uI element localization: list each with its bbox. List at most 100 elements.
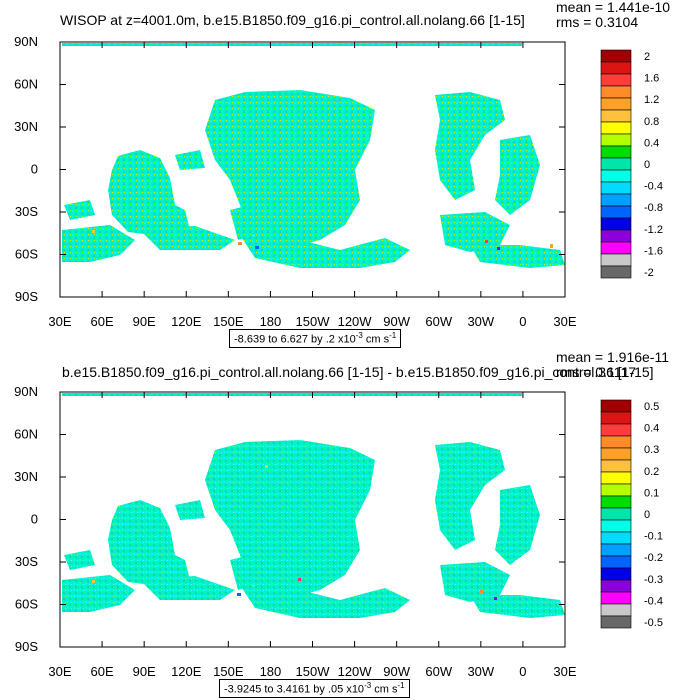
panel-2-xtick-label: 90E (133, 664, 156, 679)
panel-2-colorbar-swatch (600, 531, 632, 545)
panel-1-colorbar-swatch (600, 109, 632, 123)
panel-1-colorbar-swatch (600, 253, 632, 267)
panel-2-rms: rms = 0.1117 (556, 364, 637, 380)
panel-1-ytick-label: 90N (14, 34, 38, 49)
panel-1-xtick-label: 60W (425, 314, 452, 329)
panel-1-colorbar-swatch (600, 97, 632, 111)
panel-2-xtick-label: 30E (48, 664, 71, 679)
panel-2-xtick-label: 120E (171, 664, 202, 679)
panel-1-colorbar-label: -1.2 (644, 224, 663, 236)
panel-2-field (62, 393, 565, 618)
panel-1-colorbar-label: 0.8 (644, 116, 659, 128)
panel-1-ytick-label: 0 (31, 162, 38, 177)
panel-2-xtick-label: 150W (296, 664, 331, 679)
panel-2-colorbar-swatch (600, 567, 632, 581)
panel-2-colorbar-swatch (600, 495, 632, 509)
panel-1-ytick-label: 30N (14, 119, 38, 134)
panel-2-xtick-label: 0 (519, 664, 526, 679)
panel-2-mean: mean = 1.916e-11 (556, 349, 669, 365)
panel-2-colorbar-swatch (600, 555, 632, 569)
panel-1-mean: mean = 1.441e-10 (556, 0, 671, 15)
panel-2-range-units: cm s (371, 683, 398, 696)
panel-1-range-text: -8.639 to 6.627 by .2 x10 (234, 333, 356, 346)
panel-1-rms: rms = 0.3104 (556, 14, 639, 30)
panel-1-range-exponent: -3 (355, 331, 363, 340)
panel-1-map: 30E 60E 90E 120E 150E 180 150W 120W 90W 60W 30W 0 30… (14, 34, 663, 329)
panel-2-colorbar-swatch (600, 483, 632, 497)
panel-2-xtick-label: 60E (91, 664, 114, 679)
panel-2-colorbar-label: -0.1 (644, 531, 663, 543)
panel-2-colorbar-swatch (600, 399, 632, 413)
panel-2-ytick-label: 60N (14, 427, 38, 442)
panel-1-colorbar-swatch (600, 193, 632, 207)
panel-1-xtick-label: 90W (383, 314, 410, 329)
panel-1-colorbar-swatch (600, 61, 632, 75)
panel-1-ytick-label: 60N (14, 77, 38, 92)
panel-2-colorbar-swatch (600, 435, 632, 449)
panel-1-colorbar-label: 1.2 (644, 94, 659, 106)
panel-1-xtick-label: 120E (171, 314, 202, 329)
panel-1-xtick-label: 150E (213, 314, 244, 329)
panel-1-xtick-label: 30W (467, 314, 494, 329)
panel-2-colorbar-label: -0.2 (644, 552, 663, 564)
panel-2-range-box: -3.9245 to 3.4161 by .05 x10-3 cm s-1 (219, 679, 410, 698)
panel-2-ytick-label: 0 (31, 512, 38, 527)
panel-2-colorbar-label: 0.2 (644, 466, 659, 478)
panel-1-range-units: cm s (362, 333, 390, 346)
panel-1-xtick-label: 60E (91, 314, 114, 329)
panel-1-ytick-label: 60S (15, 247, 38, 262)
panel-1-colorbar-swatch (600, 145, 632, 159)
panel-1-colorbar-swatch (600, 49, 632, 63)
panel-2-xtick-label: 180 (260, 664, 282, 679)
panel-2-colorbar-swatch (600, 471, 632, 485)
panel-2-colorbar-swatch (600, 615, 632, 629)
panel-2-xtick-label: 90W (383, 664, 410, 679)
panel-2-xtick-label: 150E (213, 664, 244, 679)
panel-2-colorbar-swatch (600, 447, 632, 461)
panel-1-ytick-label: 90S (15, 289, 38, 304)
panel-2-colorbar-label: 0.4 (644, 423, 659, 435)
panel-1-xtick-label: 30E (553, 314, 576, 329)
panel-1-colorbar-swatch (600, 205, 632, 219)
panel-1-colorbar-swatch (600, 157, 632, 171)
panel-2-ytick-label: 90N (14, 384, 38, 399)
panel-1-range-box: -8.639 to 6.627 by .2 x10-3 cm s-1 (229, 329, 402, 348)
panel-1-colorbar-label: 0.4 (644, 137, 659, 149)
panel-2-colorbar-label: 0.5 (644, 401, 659, 413)
panel-2-colorbar-label: 0.1 (644, 487, 659, 499)
panel-1-colorbar-swatch (600, 265, 632, 279)
panel-1-colorbar-label: -0.8 (644, 202, 663, 214)
panel-1-colorbar-swatch (600, 217, 632, 231)
panel-1-colorbar-label: 0 (644, 159, 650, 171)
panel-1-colorbar-label: -0.4 (644, 181, 663, 193)
panel-2-range-text: -3.9245 to 3.4161 by .05 x10 (224, 683, 365, 696)
panel-1-colorbar-label: -1.6 (644, 245, 663, 257)
panel-2-colorbar-label: -0.3 (644, 574, 663, 586)
panel-1-colorbar-swatch (600, 73, 632, 87)
panel-2-range-exponent: -3 (364, 681, 372, 690)
panel-2-ytick-label: 90S (15, 639, 38, 654)
panel-1-colorbar-label: 2 (644, 51, 650, 63)
panel-2-colorbar-swatch (600, 507, 632, 521)
panel-2-xtick-label: 30W (467, 664, 494, 679)
panel-2-range-units-exponent: -1 (397, 681, 405, 690)
panel-2-colorbar-swatch (600, 411, 632, 425)
panel-1-xtick-label: 120W (338, 314, 373, 329)
panel-1-field (62, 43, 565, 268)
panel-1-colorbar-swatch (600, 121, 632, 135)
panel-2-xtick-label: 120W (338, 664, 373, 679)
panel-1-xtick-label: 30E (48, 314, 71, 329)
panel-1-colorbar-swatch (600, 229, 632, 243)
panel-2-title: b.e15.B1850.f09_g16.pi_control.all.nolan… (62, 364, 654, 380)
panel-2-colorbar-label: -0.5 (644, 617, 663, 629)
panel-1-colorbar-label: 1.6 (644, 73, 659, 85)
panel-2-colorbar-swatch (600, 423, 632, 437)
panel-1-xtick-label: 150W (296, 314, 331, 329)
panel-1-ytick-label: 30S (15, 204, 38, 219)
panel-1-colorbar-label: -2 (644, 267, 654, 279)
panel-1-colorbar-swatch (600, 133, 632, 147)
panel-1-colorbar-swatch (600, 85, 632, 99)
panel-1-xtick-label: 180 (260, 314, 282, 329)
panel-1-xtick-label: 90E (133, 314, 156, 329)
panel-2-xtick-label: 30E (553, 664, 576, 679)
